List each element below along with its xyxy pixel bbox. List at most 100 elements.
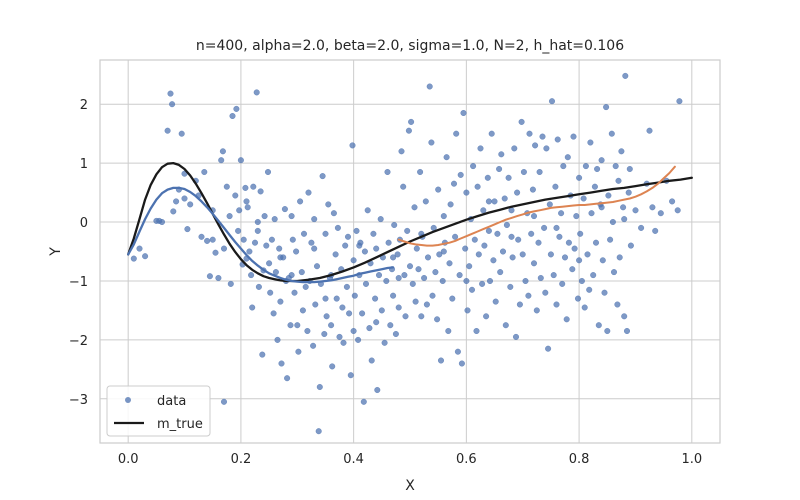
- data-point: [400, 183, 407, 190]
- data-point: [311, 216, 318, 223]
- data-point: [219, 148, 226, 155]
- data-point: [526, 130, 533, 137]
- data-point: [364, 207, 371, 214]
- data-point: [632, 207, 639, 214]
- data-point: [569, 266, 576, 273]
- data-point: [497, 269, 504, 276]
- data-point: [248, 272, 255, 279]
- data-point: [215, 275, 222, 282]
- data-point: [288, 213, 295, 220]
- data-point: [432, 269, 439, 276]
- data-point: [485, 227, 492, 234]
- data-point: [277, 254, 284, 261]
- data-point: [343, 283, 350, 290]
- data-point: [676, 98, 683, 105]
- data-point: [621, 313, 628, 320]
- data-point: [537, 275, 544, 282]
- data-point: [463, 278, 470, 285]
- data-point: [535, 239, 542, 246]
- data-point: [559, 280, 566, 287]
- data-point: [578, 278, 585, 285]
- data-point: [329, 363, 336, 370]
- data-point: [614, 301, 621, 308]
- data-point: [325, 201, 332, 208]
- x-tick-label: 0.4: [343, 452, 364, 467]
- data-point: [184, 226, 191, 233]
- data-point: [598, 204, 605, 211]
- data-point: [553, 301, 560, 308]
- data-point: [435, 186, 442, 193]
- data-point: [485, 198, 492, 205]
- data-point: [407, 263, 414, 270]
- data-point: [384, 168, 391, 175]
- data-point: [265, 168, 272, 175]
- data-point: [236, 207, 243, 214]
- data-point: [387, 322, 394, 329]
- data-point: [505, 174, 512, 181]
- data-point: [297, 198, 304, 205]
- data-point: [593, 239, 600, 246]
- data-point: [601, 289, 608, 296]
- data-point: [464, 307, 471, 314]
- data-point: [611, 269, 618, 276]
- data-point: [390, 292, 397, 299]
- data-point: [187, 201, 194, 208]
- data-point: [276, 245, 283, 252]
- plot-frame: [99, 59, 721, 444]
- data-point: [546, 201, 553, 208]
- data-point: [201, 168, 208, 175]
- data-point: [598, 157, 605, 164]
- data-point: [366, 325, 373, 332]
- data-point: [220, 398, 227, 405]
- legend-marker-data: [125, 397, 131, 403]
- data-point: [267, 289, 274, 296]
- data-point: [573, 213, 580, 220]
- data-point: [475, 251, 482, 258]
- data-point: [429, 292, 436, 299]
- data-point: [212, 249, 219, 256]
- data-point: [253, 89, 260, 96]
- data-point: [440, 213, 447, 220]
- data-point: [516, 301, 523, 308]
- data-point: [588, 210, 595, 217]
- data-point: [615, 177, 622, 184]
- data-point: [463, 189, 470, 196]
- data-point: [562, 254, 569, 261]
- data-point: [587, 139, 594, 146]
- data-point: [328, 322, 335, 329]
- data-point: [332, 251, 339, 258]
- data-point: [404, 227, 411, 234]
- data-point: [418, 313, 425, 320]
- data-point: [652, 227, 659, 234]
- data-point: [274, 336, 281, 343]
- data-point: [304, 328, 311, 335]
- data-point: [220, 245, 227, 252]
- data-point: [581, 304, 588, 311]
- data-point: [250, 183, 257, 190]
- data-point: [291, 289, 298, 296]
- data-point: [158, 218, 165, 225]
- data-point: [136, 245, 143, 252]
- data-point: [445, 328, 452, 335]
- data-point: [417, 168, 424, 175]
- y-tick-label: 1: [80, 157, 88, 172]
- data-point: [501, 195, 508, 202]
- data-point: [321, 331, 328, 338]
- data-point: [363, 280, 370, 287]
- data-point: [351, 292, 358, 299]
- data-point: [422, 198, 429, 205]
- data-point: [401, 272, 408, 279]
- data-point: [319, 173, 326, 180]
- data-point: [226, 213, 233, 220]
- data-point: [624, 328, 631, 335]
- data-point: [360, 398, 367, 405]
- y-tick-label: 0: [80, 216, 88, 231]
- data-point: [436, 251, 443, 258]
- data-point: [520, 168, 527, 175]
- data-point: [460, 109, 467, 116]
- data-point: [434, 316, 441, 323]
- data-point: [440, 248, 447, 255]
- data-point: [322, 230, 329, 237]
- data-point: [439, 278, 446, 285]
- data-point: [350, 257, 357, 264]
